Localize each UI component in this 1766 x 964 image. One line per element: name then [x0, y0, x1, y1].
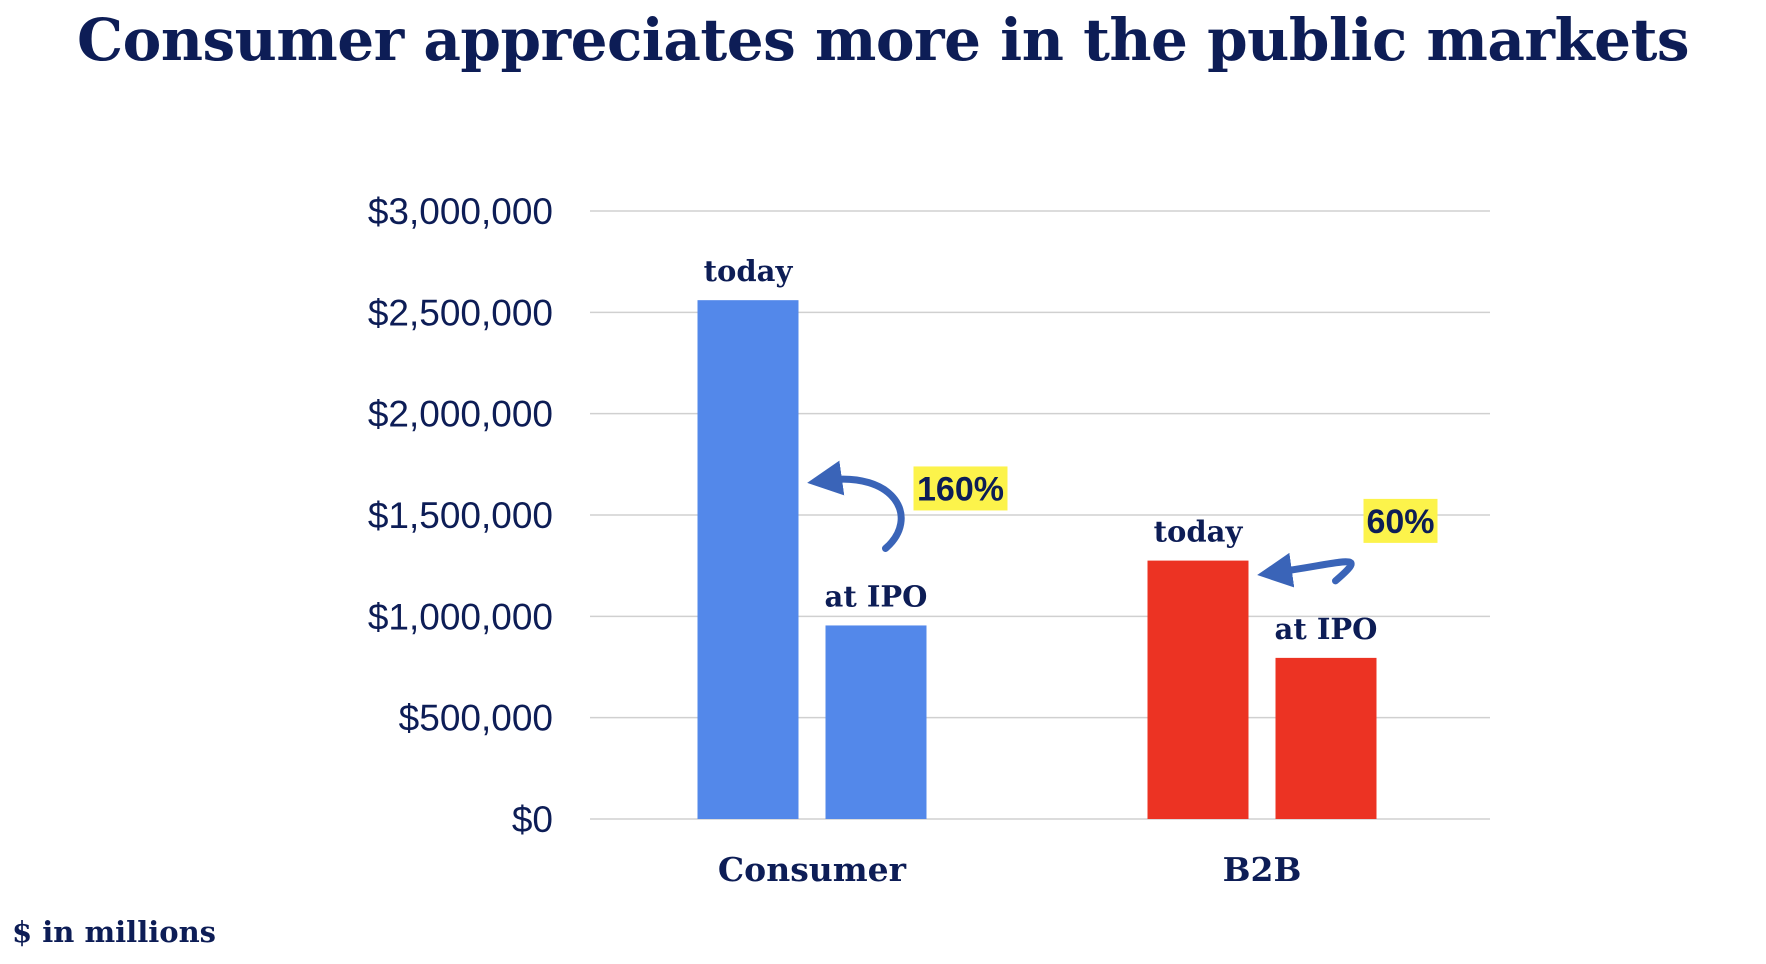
- change-badge: [913, 466, 1008, 511]
- bar-label: at IPO: [1275, 612, 1378, 646]
- change-label: 60%: [1366, 503, 1434, 541]
- y-tick-label: $1,500,000: [368, 495, 553, 536]
- bars: [697, 300, 1377, 819]
- x-axis-categories: Consumer B2B: [718, 850, 1301, 889]
- curved-arrow-icon: [1257, 552, 1355, 588]
- page-title: Consumer appreciates more in the public …: [76, 6, 1690, 74]
- y-tick-label: $0: [512, 799, 553, 840]
- change-badge: [1363, 498, 1438, 543]
- bar-consumer-today: [697, 300, 799, 819]
- annotations: today at IPO 160% today at IPO 60%: [704, 254, 1438, 646]
- bar-consumer-at-ipo: [825, 625, 927, 819]
- y-tick-label: $3,000,000: [368, 191, 553, 232]
- y-tick-label: $1,000,000: [368, 596, 553, 637]
- y-tick-label: $2,000,000: [368, 394, 553, 435]
- y-axis-ticks: $0 $500,000 $1,000,000 $1,500,000 $2,000,000…: [368, 191, 553, 840]
- bar-label: today: [1154, 515, 1244, 549]
- change-label: 160%: [917, 470, 1004, 508]
- y-tick-label: $2,500,000: [368, 292, 553, 333]
- bar-label: at IPO: [825, 579, 928, 613]
- curved-arrow-icon: [807, 460, 905, 552]
- x-category-label: Consumer: [718, 850, 907, 889]
- x-category-label: B2B: [1223, 850, 1302, 889]
- bar-b2b-at-ipo: [1275, 657, 1377, 819]
- bar-label: today: [704, 254, 794, 288]
- bar-b2b-today: [1147, 560, 1249, 819]
- y-tick-label: $500,000: [399, 698, 553, 739]
- units-footnote: $ in millions: [12, 915, 216, 949]
